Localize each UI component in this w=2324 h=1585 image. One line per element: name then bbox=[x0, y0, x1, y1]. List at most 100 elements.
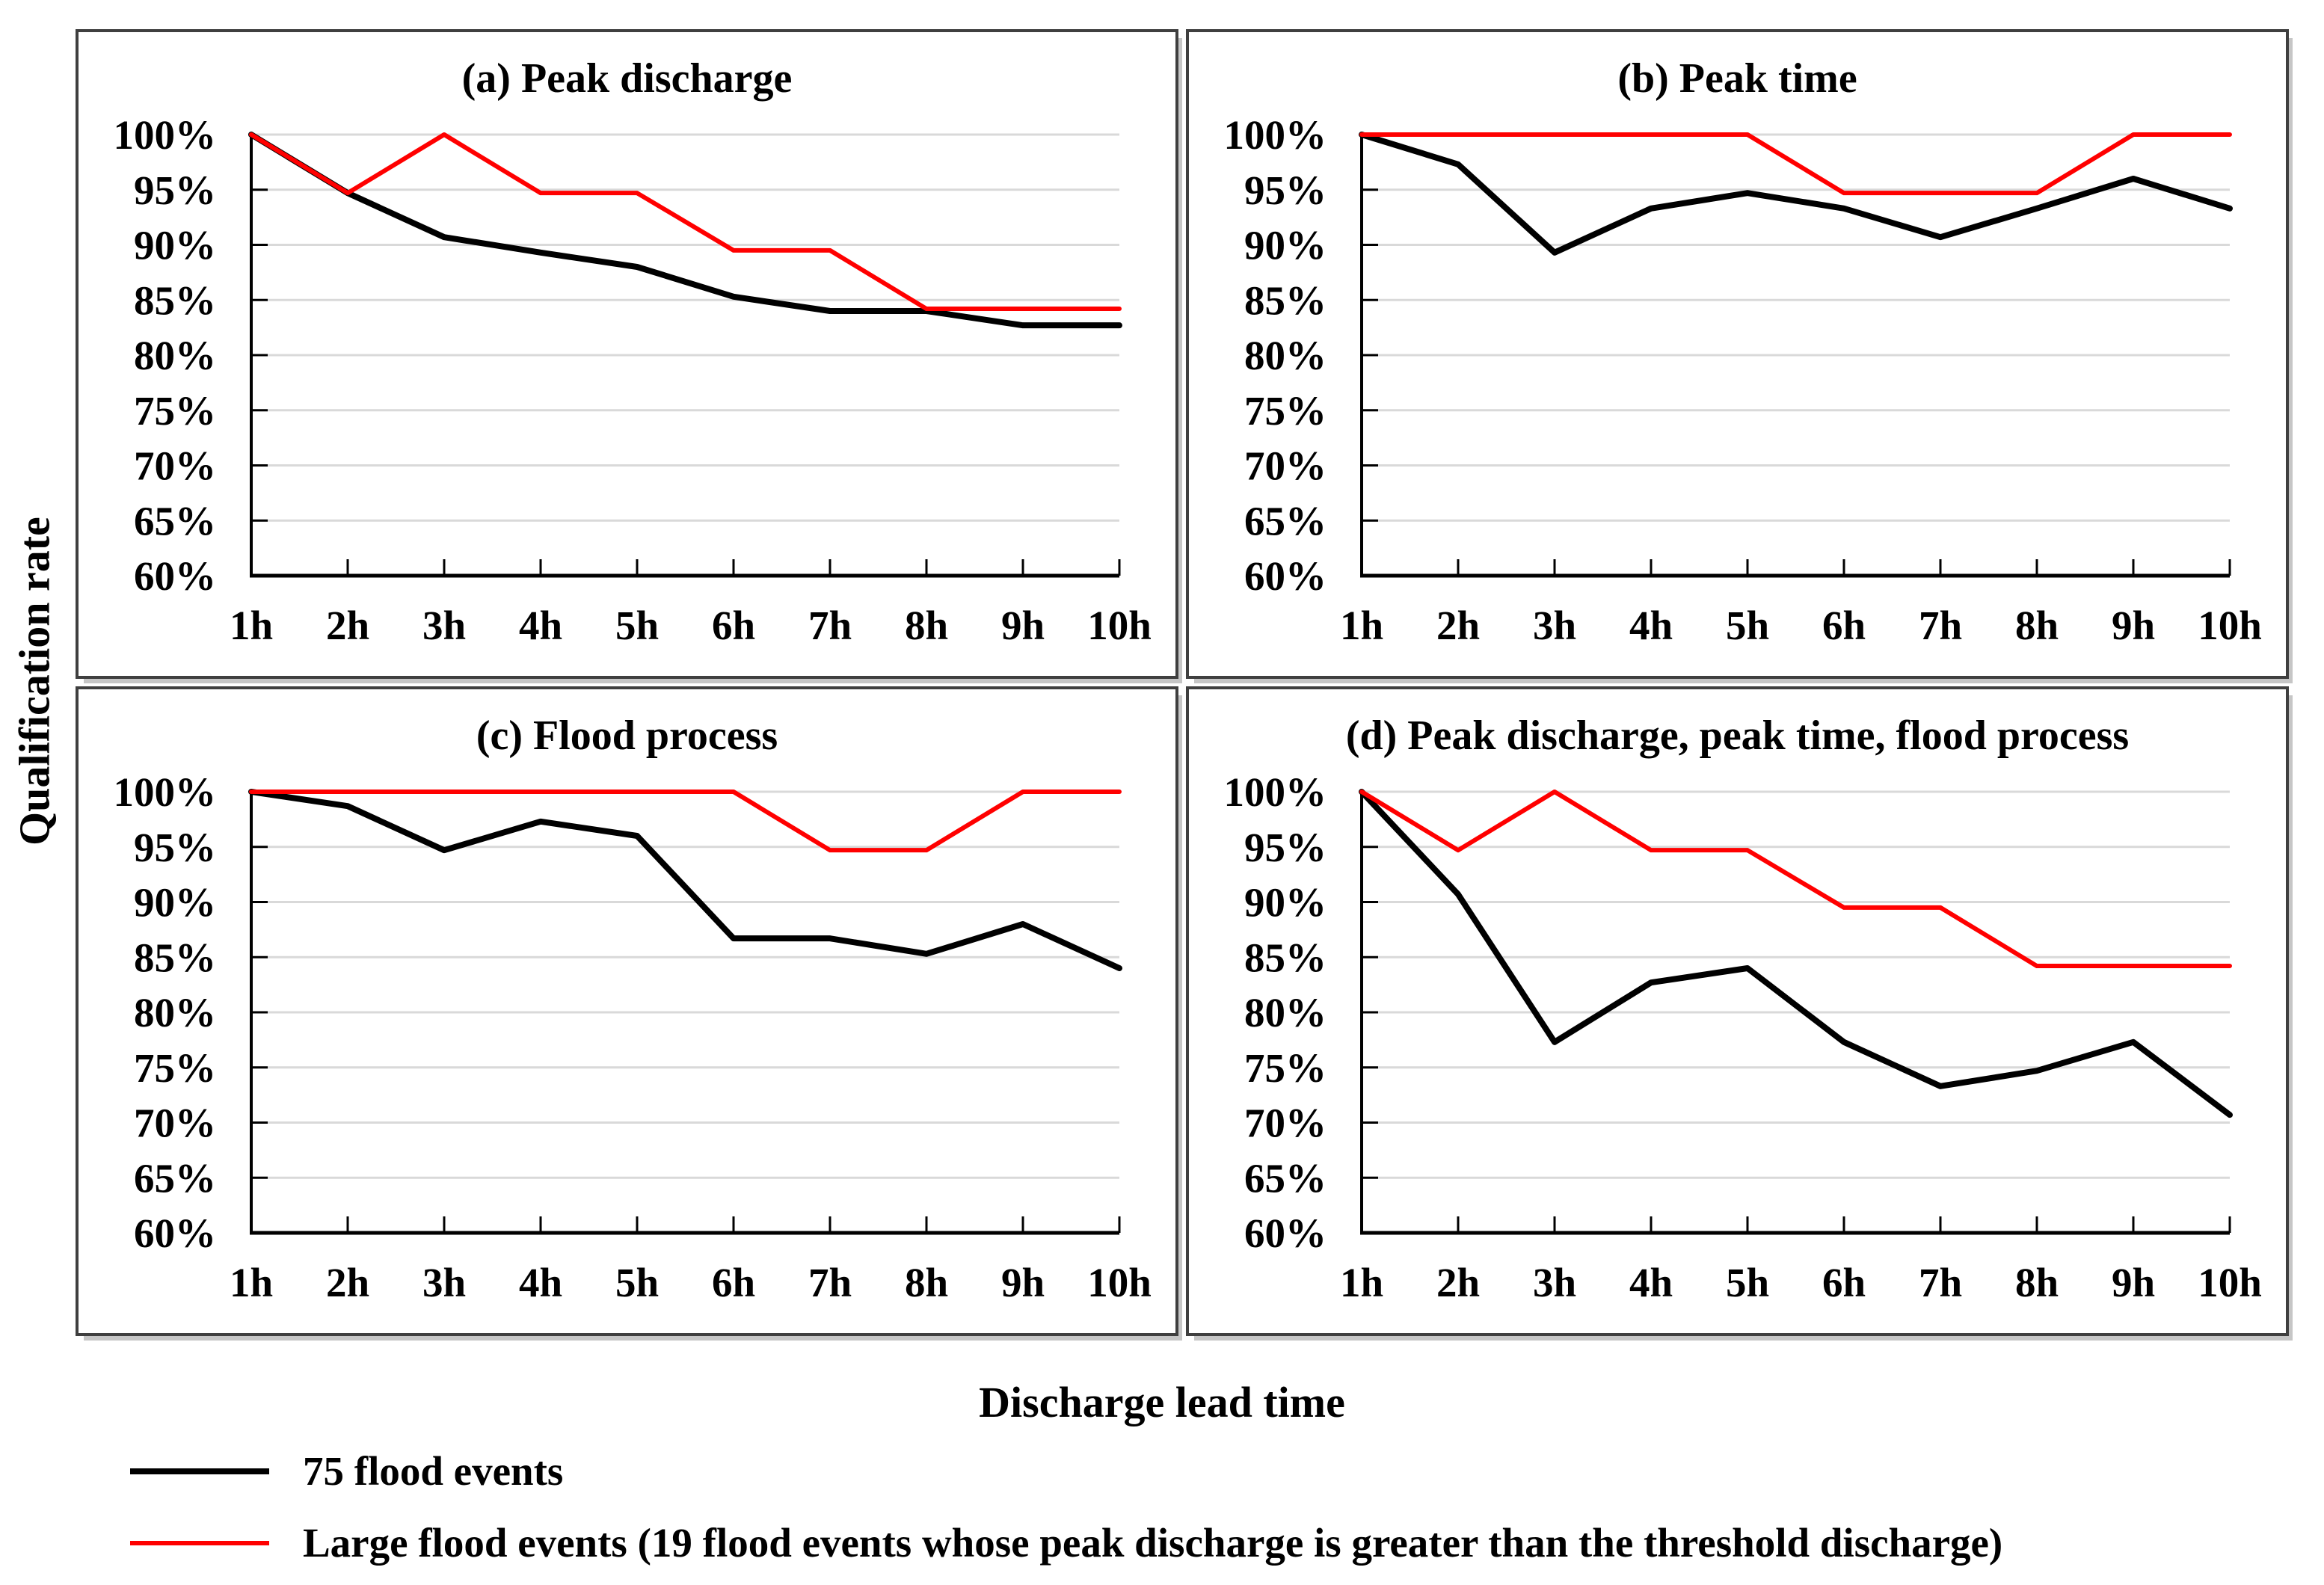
y-tick-label: 85% bbox=[134, 935, 216, 980]
legend-item-all-events: 75 flood events bbox=[130, 1447, 2002, 1495]
y-tick-label: 80% bbox=[134, 333, 216, 378]
y-tick-label: 90% bbox=[1244, 223, 1327, 268]
y-axis-title: Qualification rate bbox=[10, 517, 59, 846]
series-line-large-events bbox=[249, 132, 1122, 312]
y-tick-label: 75% bbox=[134, 388, 216, 434]
series-line-large-events bbox=[249, 790, 1122, 853]
legend-label-all-events: 75 flood events bbox=[303, 1448, 564, 1494]
legend-line-black bbox=[130, 1468, 269, 1474]
x-tick-label: 2h bbox=[326, 1260, 369, 1305]
y-tick-label: 95% bbox=[134, 167, 216, 213]
panel-combined: 100% 95% 90% 85% 80% 75% 70% 65% 60% 1h 2h 3h 4h 5h 6h… bbox=[1186, 686, 2289, 1336]
y-tick-label: 95% bbox=[1244, 825, 1327, 870]
x-tick-label: 3h bbox=[422, 603, 466, 648]
y-tick-label: 70% bbox=[1244, 443, 1327, 489]
y-tick-label: 85% bbox=[1244, 277, 1327, 323]
y-tick-label: 70% bbox=[1244, 1101, 1327, 1146]
x-tick-label: 3h bbox=[1533, 1260, 1576, 1305]
x-tick-label: 1h bbox=[230, 603, 273, 648]
x-tick-label: 3h bbox=[1533, 603, 1576, 648]
x-tick-label: 7h bbox=[1919, 603, 1962, 648]
peak-discharge-chart: 100% 95% 90% 85% 80% 75% 70% 65% 60% 1h 2h 3h 4h 5h 6h… bbox=[114, 112, 1152, 648]
y-tick-label: 85% bbox=[1244, 935, 1327, 980]
y-tick-label: 100% bbox=[1224, 769, 1327, 815]
series-line-all-events bbox=[1359, 789, 2233, 1118]
y-tick-label: 95% bbox=[1244, 167, 1327, 213]
x-tick-label: 5h bbox=[615, 1260, 659, 1305]
y-tick-label: 60% bbox=[134, 553, 216, 599]
x-tick-label: 7h bbox=[1919, 1260, 1962, 1305]
y-tick-label: 75% bbox=[1244, 388, 1327, 434]
series-line-all-events bbox=[1359, 132, 2233, 256]
series-line-large-events bbox=[1359, 132, 2232, 196]
legend-item-large-events: Large flood events (19 flood events whos… bbox=[130, 1519, 2002, 1567]
x-tick-label: 5h bbox=[615, 603, 659, 648]
panel-peak-time: 100% 95% 90% 85% 80% 75% 70% 65% 60% 1h 2h 3h 4h 5h 6h… bbox=[1186, 29, 2289, 679]
y-tick-label: 65% bbox=[134, 498, 216, 544]
x-tick-label: 2h bbox=[1436, 603, 1480, 648]
legend: 75 flood events Large flood events (19 f… bbox=[130, 1447, 2002, 1567]
y-tick-label: 60% bbox=[1244, 553, 1327, 599]
x-tick-label: 5h bbox=[1726, 603, 1769, 648]
panel-title-c: (c) Flood process bbox=[476, 713, 778, 759]
x-tick-label: 4h bbox=[519, 603, 562, 648]
x-tick-label: 4h bbox=[1629, 1260, 1673, 1305]
panel-flood-process: 100% 95% 90% 85% 80% 75% 70% 65% 60% 1h 2h 3h 4h 5h 6h… bbox=[76, 686, 1178, 1336]
y-tick-label: 75% bbox=[134, 1045, 216, 1091]
x-axis-title: Discharge lead time bbox=[979, 1378, 1345, 1426]
y-tick-label: 90% bbox=[134, 223, 216, 268]
y-tick-label: 100% bbox=[114, 112, 217, 158]
x-tick-label: 7h bbox=[808, 603, 852, 648]
y-tick-label: 90% bbox=[1244, 880, 1327, 926]
x-tick-label: 4h bbox=[1629, 603, 1673, 648]
panel-title-d: (d) Peak discharge, peak time, flood pro… bbox=[1345, 713, 2130, 759]
y-tick-label: 95% bbox=[134, 825, 216, 870]
x-tick-label: 10h bbox=[1087, 1260, 1152, 1305]
y-tick-label: 70% bbox=[134, 443, 216, 489]
x-tick-label: 9h bbox=[1001, 603, 1045, 648]
y-tick-label: 90% bbox=[134, 880, 216, 926]
panel-peak-discharge: 100% 95% 90% 85% 80% 75% 70% 65% 60% 1h 2h 3h 4h 5h 6h… bbox=[76, 29, 1178, 679]
x-tick-label: 10h bbox=[2198, 1260, 2262, 1305]
y-tick-label: 100% bbox=[1224, 112, 1327, 158]
x-tick-label: 4h bbox=[519, 1260, 562, 1305]
series-line-all-events bbox=[248, 132, 1122, 329]
y-tick-label: 85% bbox=[134, 277, 216, 323]
y-tick-label: 60% bbox=[134, 1210, 216, 1256]
y-tick-label: 75% bbox=[1244, 1045, 1327, 1091]
x-tick-label: 6h bbox=[712, 603, 755, 648]
x-tick-label: 6h bbox=[712, 1260, 755, 1305]
y-tick-label: 80% bbox=[134, 990, 216, 1035]
series-line-all-events bbox=[248, 789, 1122, 971]
y-tick-label: 80% bbox=[1244, 333, 1327, 378]
legend-line-red bbox=[130, 1541, 269, 1545]
x-tick-label: 10h bbox=[2198, 603, 2262, 648]
series-line-large-events bbox=[1359, 790, 2232, 969]
y-tick-label: 65% bbox=[134, 1155, 216, 1201]
y-tick-label: 65% bbox=[1244, 1155, 1327, 1201]
y-tick-label: 100% bbox=[114, 769, 217, 815]
x-tick-label: 6h bbox=[1822, 1260, 1866, 1305]
y-tick-label: 70% bbox=[134, 1101, 216, 1146]
x-tick-label: 3h bbox=[422, 1260, 466, 1305]
legend-label-large-events: Large flood events (19 flood events whos… bbox=[303, 1520, 2003, 1566]
x-tick-label: 7h bbox=[808, 1260, 852, 1305]
x-tick-label: 5h bbox=[1726, 1260, 1769, 1305]
x-tick-label: 2h bbox=[326, 603, 369, 648]
x-tick-label: 8h bbox=[2015, 1260, 2059, 1305]
peak-time-chart: 100% 95% 90% 85% 80% 75% 70% 65% 60% 1h 2h 3h 4h 5h 6h… bbox=[1224, 112, 2262, 648]
x-tick-label: 6h bbox=[1822, 603, 1866, 648]
x-tick-label: 1h bbox=[1340, 603, 1383, 648]
combined-chart: 100% 95% 90% 85% 80% 75% 70% 65% 60% 1h 2h 3h 4h 5h 6h… bbox=[1224, 769, 2262, 1305]
y-tick-label: 80% bbox=[1244, 990, 1327, 1035]
x-tick-label: 1h bbox=[230, 1260, 273, 1305]
y-tick-label: 65% bbox=[1244, 498, 1327, 544]
x-tick-label: 1h bbox=[1340, 1260, 1383, 1305]
x-tick-label: 2h bbox=[1436, 1260, 1480, 1305]
x-tick-label: 8h bbox=[905, 1260, 948, 1305]
panel-title-b: (b) Peak time bbox=[1617, 55, 1857, 102]
x-tick-label: 9h bbox=[2112, 1260, 2155, 1305]
x-tick-label: 8h bbox=[2015, 603, 2059, 648]
x-tick-label: 8h bbox=[905, 603, 948, 648]
